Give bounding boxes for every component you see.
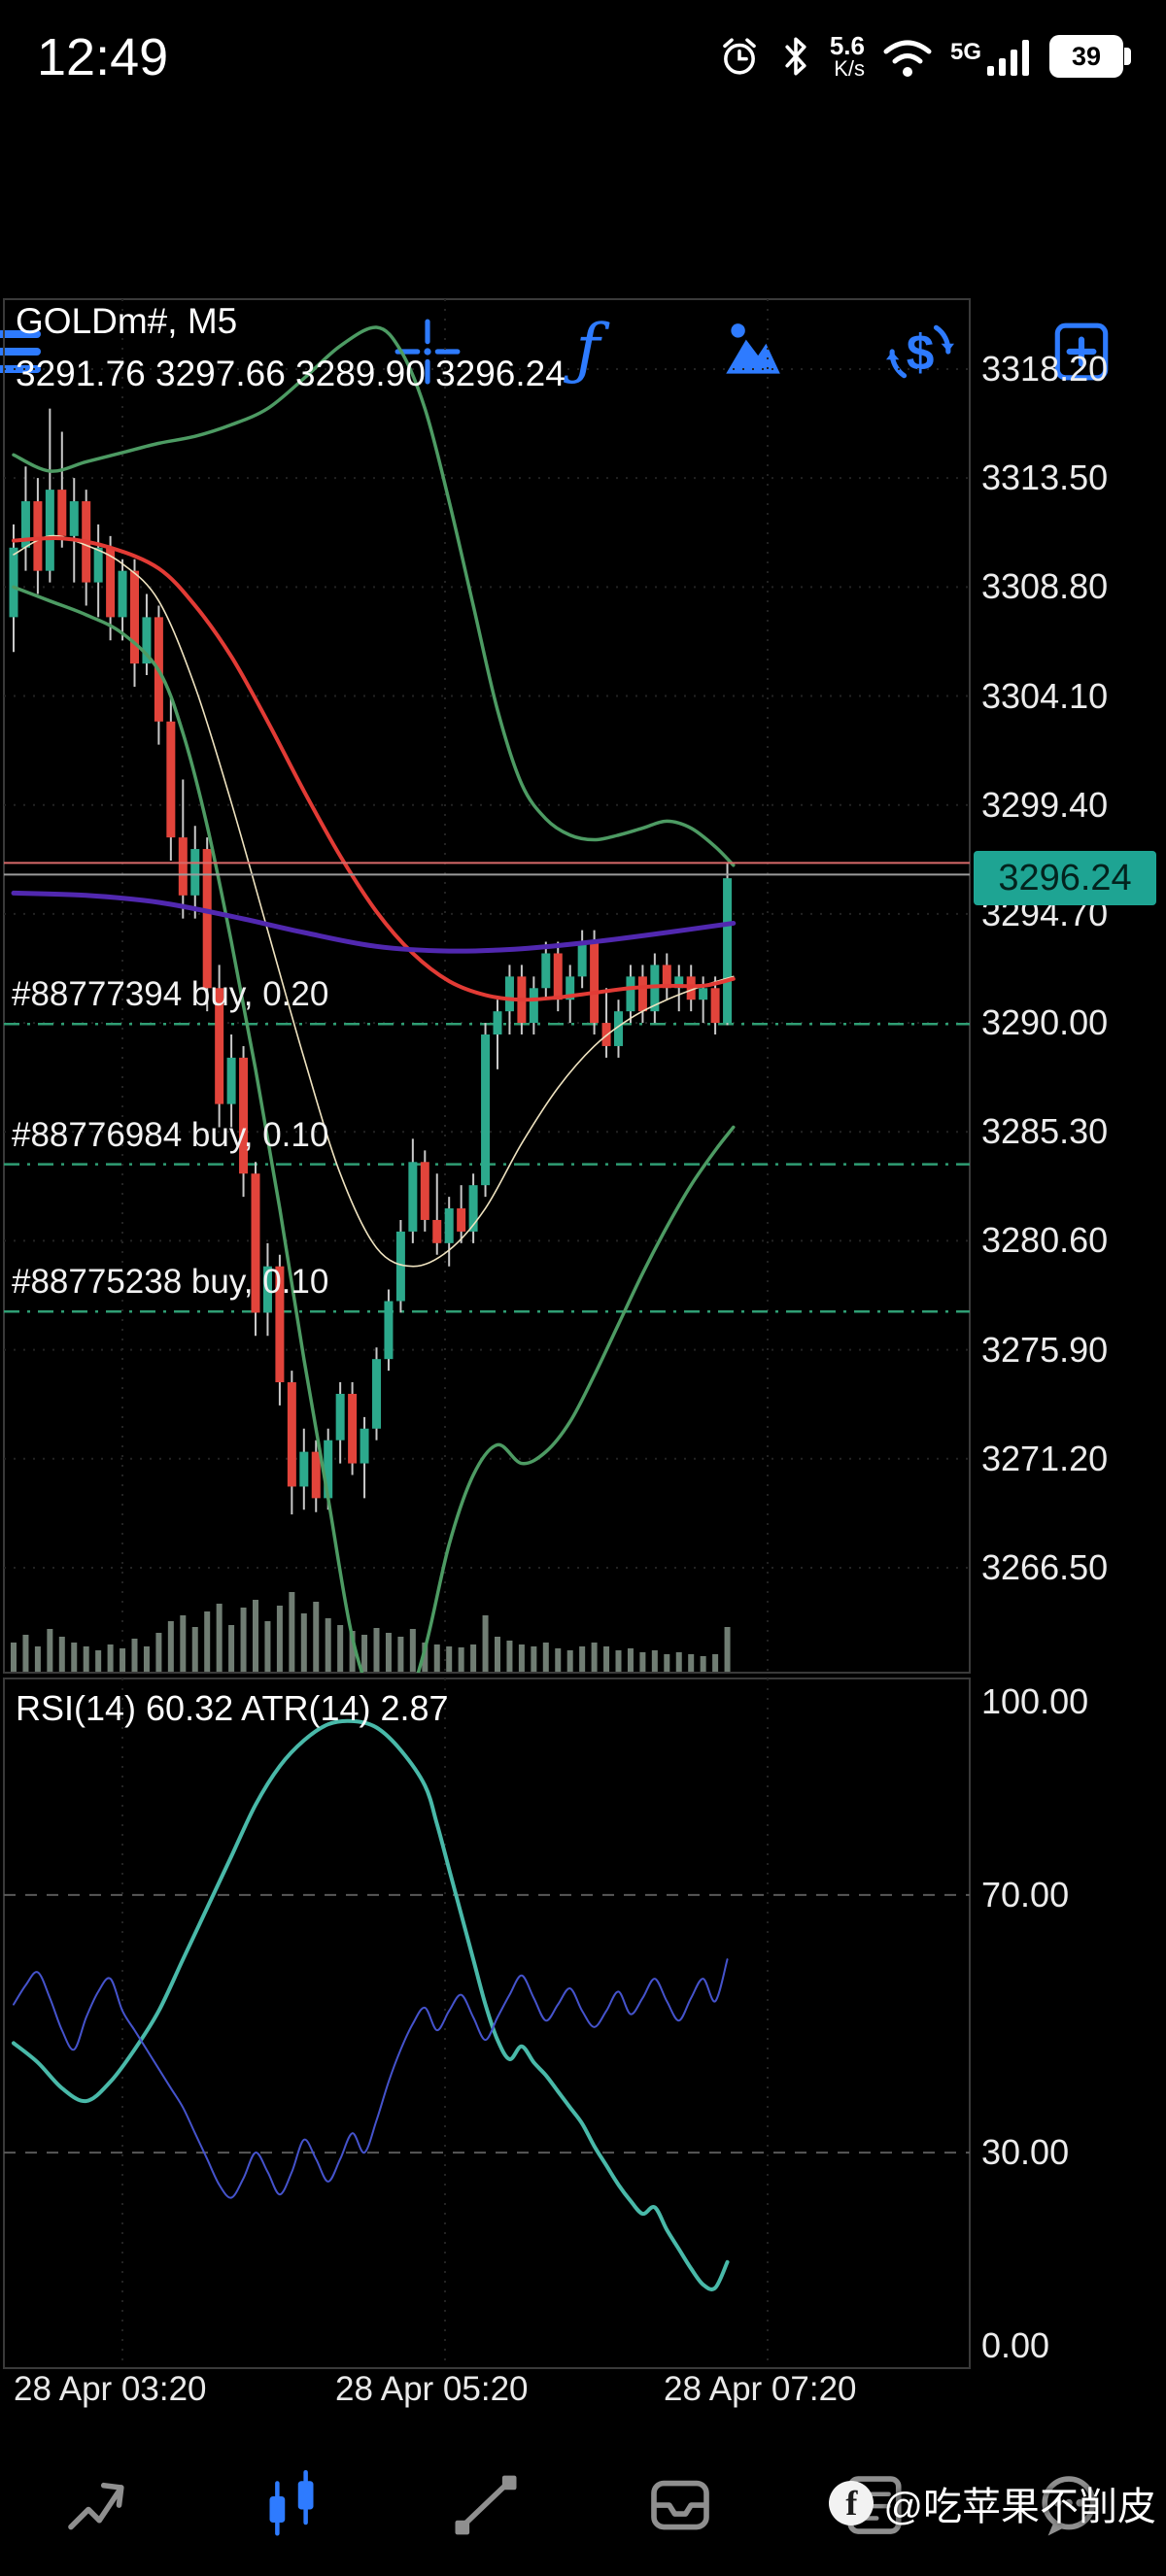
chat-icon	[1042, 2475, 1096, 2535]
price-axis-label: 3290.00	[981, 1002, 1109, 1043]
new-order-button[interactable]: $	[881, 313, 959, 390]
price-axis-label: 3280.60	[981, 1220, 1109, 1261]
order-label: #88776984 buy, 0.10	[12, 1115, 329, 1154]
network-speed: 5.6 K/s	[830, 33, 865, 80]
charts-tab[interactable]	[248, 2461, 335, 2549]
time-axis: 28 Apr 03:20 28 Apr 05:20 28 Apr 07:20	[0, 2370, 1166, 2417]
quotes-tab[interactable]	[53, 2461, 141, 2549]
clock-text: 12:49	[37, 28, 169, 86]
candles-icon	[269, 2469, 314, 2535]
watermark-text: @吃苹果不削皮	[883, 2486, 1156, 2528]
status-bar: 12:49 5.6 K/s 5G	[0, 0, 1166, 117]
mailbox-icon	[651, 2480, 709, 2529]
price-axis-label: 3275.90	[981, 1329, 1109, 1370]
indicator-level-label: 70.00	[981, 1874, 1070, 1915]
price-axis-label: 3304.10	[981, 675, 1109, 716]
order-label: #88775238 buy, 0.10	[12, 1263, 329, 1302]
bluetooth-icon	[785, 37, 806, 76]
price-axis-label: 3271.20	[981, 1438, 1109, 1478]
objects-button[interactable]	[713, 313, 791, 390]
wifi-icon	[883, 40, 932, 77]
indicator-level-label: 0.00	[981, 2325, 1050, 2365]
candlestick-chart	[3, 298, 971, 1674]
signal-indicator: 5G	[950, 35, 1032, 78]
svg-text:$: $	[907, 324, 935, 381]
indicator-level-label: 100.00	[981, 1681, 1089, 1721]
network-type: 5G	[949, 39, 981, 65]
new-chart-button[interactable]	[1043, 313, 1120, 390]
battery-level: 39	[1071, 41, 1102, 71]
price-axis-label: 3313.50	[981, 458, 1109, 498]
trade-tab[interactable]	[442, 2461, 530, 2549]
battery-icon: 39	[1049, 35, 1131, 78]
speed-value: 5.6	[829, 31, 865, 60]
alarm-icon	[723, 38, 756, 75]
indicator-window[interactable]: RSI(14) 60.32 ATR(14) 2.87 100.00 70.00 30…	[0, 1677, 1166, 2372]
current-price-value: 3296.24	[998, 857, 1132, 898]
trade-arrow-icon	[68, 2482, 124, 2529]
price-chart-window[interactable]: GOLDm#, M5 3291.76 3297.66 3289.90 3296.…	[0, 291, 1166, 1680]
trade-currency-icon: $	[886, 324, 954, 381]
chat-tab[interactable]	[1025, 2461, 1113, 2549]
indicators-button[interactable]: ƒ	[549, 313, 627, 390]
menu-icon	[0, 330, 41, 373]
price-axis-label: 3285.30	[981, 1111, 1109, 1152]
status-icons: 5.6 K/s 5G	[717, 23, 1131, 89]
chart-toolbar: ƒ $	[0, 146, 1166, 386]
function-icon: ƒ	[563, 318, 610, 386]
signal-bars-icon	[987, 40, 1029, 76]
mailbox-tab[interactable]	[636, 2461, 724, 2549]
price-axis-label: 3318.20	[981, 349, 1109, 389]
time-axis-label: 28 Apr 03:20	[14, 2370, 207, 2408]
time-axis-label: 28 Apr 07:20	[664, 2370, 857, 2408]
new-chart-icon	[1054, 322, 1109, 381]
watermark: f @吃苹果不削皮	[829, 2475, 1156, 2531]
price-axis-label: 3266.50	[981, 1546, 1109, 1587]
bottom-navigation	[0, 2433, 1166, 2576]
order-label: #88777394 buy, 0.20	[12, 975, 329, 1014]
indicator-level-label: 30.00	[981, 2132, 1070, 2173]
indicator-chart	[3, 1678, 971, 2369]
indicator-header: RSI(14) 60.32 ATR(14) 2.87	[16, 1688, 449, 1728]
menu-button[interactable]	[0, 313, 64, 390]
objects-icon	[726, 323, 780, 374]
price-axis-label: 3299.40	[981, 784, 1109, 825]
speed-unit: K/s	[834, 56, 865, 81]
f-logo-icon: f	[829, 2481, 874, 2525]
symbol-title: GOLDm#, M5	[16, 301, 238, 341]
current-price-badge: 3296.24	[974, 851, 1156, 906]
price-axis-label: 3308.80	[981, 566, 1109, 607]
trendline-icon	[455, 2475, 517, 2534]
ohlc-values: 3291.76 3297.66 3289.90 3296.24	[16, 354, 566, 393]
time-axis-label: 28 Apr 05:20	[335, 2370, 529, 2408]
